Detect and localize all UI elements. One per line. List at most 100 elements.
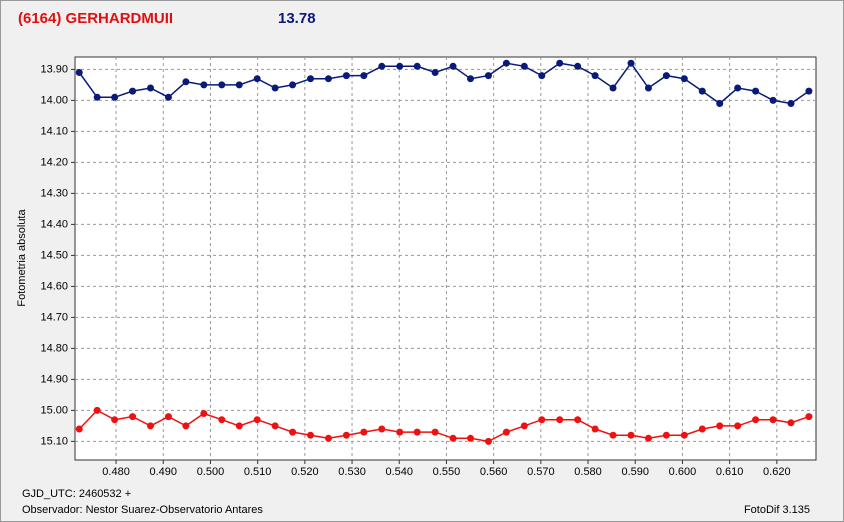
observer-label: Observador: Nestor Suarez-Observatorio A… (22, 504, 263, 516)
x-tick-label: 0.510 (244, 466, 272, 478)
data-point (307, 431, 315, 439)
data-point (147, 422, 155, 430)
y-tick-label: 14.00 (40, 94, 68, 106)
y-tick-label: 14.40 (40, 218, 68, 230)
data-point (591, 425, 599, 433)
data-point (271, 84, 279, 92)
data-point (324, 75, 332, 83)
data-point (662, 72, 670, 80)
data-point (218, 416, 226, 424)
y-tick-label: 14.50 (40, 249, 68, 261)
data-point (752, 416, 760, 424)
x-tick-label: 0.490 (149, 466, 177, 478)
data-point (182, 422, 190, 430)
y-tick-label: 14.20 (40, 156, 68, 168)
data-point (289, 81, 297, 89)
data-point (716, 422, 724, 430)
data-point (609, 431, 617, 439)
data-point (680, 431, 688, 439)
data-point (378, 62, 386, 70)
data-point (627, 59, 635, 67)
data-point (111, 416, 119, 424)
x-tick-label: 0.540 (385, 466, 413, 478)
data-point (289, 428, 297, 436)
data-point (307, 75, 315, 83)
data-point (484, 72, 492, 80)
data-point (644, 434, 652, 442)
x-tick-label: 0.560 (480, 466, 508, 478)
data-point (556, 416, 564, 424)
data-point (253, 416, 261, 424)
y-tick-label: 14.80 (40, 342, 68, 354)
x-tick-label: 0.550 (433, 466, 461, 478)
data-point (378, 425, 386, 433)
y-tick-label: 13.90 (40, 63, 68, 75)
data-point (609, 84, 617, 92)
data-point (680, 75, 688, 83)
data-point (342, 431, 350, 439)
x-tick-label: 0.520 (291, 466, 319, 478)
y-tick-label: 14.30 (40, 187, 68, 199)
data-point (467, 75, 475, 83)
x-tick-label: 0.570 (527, 466, 555, 478)
data-point (413, 428, 421, 436)
data-point (787, 419, 795, 427)
x-tick-label: 0.530 (338, 466, 366, 478)
data-point (484, 437, 492, 445)
data-point (538, 72, 546, 80)
data-point (200, 81, 208, 89)
y-tick-label: 14.70 (40, 311, 68, 323)
data-point (502, 428, 510, 436)
data-point (787, 100, 795, 107)
data-point (556, 59, 564, 67)
data-point (431, 69, 439, 76)
data-point (396, 428, 404, 436)
data-point (574, 62, 582, 70)
x-tick-label: 0.590 (621, 466, 649, 478)
data-point (271, 422, 279, 430)
data-point (200, 410, 208, 417)
data-point (662, 431, 670, 439)
data-point (129, 413, 137, 421)
data-point (235, 422, 243, 430)
data-point (164, 413, 172, 421)
data-point (734, 422, 742, 430)
data-point (752, 87, 760, 95)
data-point (75, 69, 83, 76)
x-tick-label: 0.610 (716, 466, 744, 478)
y-tick-label: 15.10 (40, 435, 68, 447)
data-point (644, 84, 652, 92)
data-point (360, 72, 368, 80)
data-point (591, 72, 599, 80)
data-point (805, 87, 813, 95)
data-point (413, 62, 421, 70)
data-point (75, 425, 83, 433)
data-point (769, 416, 777, 424)
data-point (111, 93, 119, 101)
data-point (627, 431, 635, 439)
data-point (716, 100, 724, 107)
data-point (396, 62, 404, 70)
data-point (769, 96, 777, 104)
x-tick-label: 0.500 (197, 466, 225, 478)
data-point (182, 78, 190, 86)
y-tick-label: 15.00 (40, 404, 68, 416)
data-point (734, 84, 742, 92)
data-point (502, 59, 510, 67)
data-point (218, 81, 226, 89)
data-point (129, 87, 137, 95)
x-tick-label: 0.580 (574, 466, 602, 478)
data-point (164, 93, 172, 101)
data-point (520, 62, 528, 70)
data-point (342, 72, 350, 80)
data-point (698, 425, 706, 433)
data-point (324, 434, 332, 442)
magnitude: 13.78 (278, 10, 316, 27)
chart-title: (6164) GERHARDMUII (18, 10, 173, 27)
data-point (253, 75, 261, 83)
y-tick-label: 14.90 (40, 373, 68, 385)
data-point (360, 428, 368, 436)
software-label: FotoDif 3.135 (744, 504, 810, 516)
data-point (538, 416, 546, 424)
